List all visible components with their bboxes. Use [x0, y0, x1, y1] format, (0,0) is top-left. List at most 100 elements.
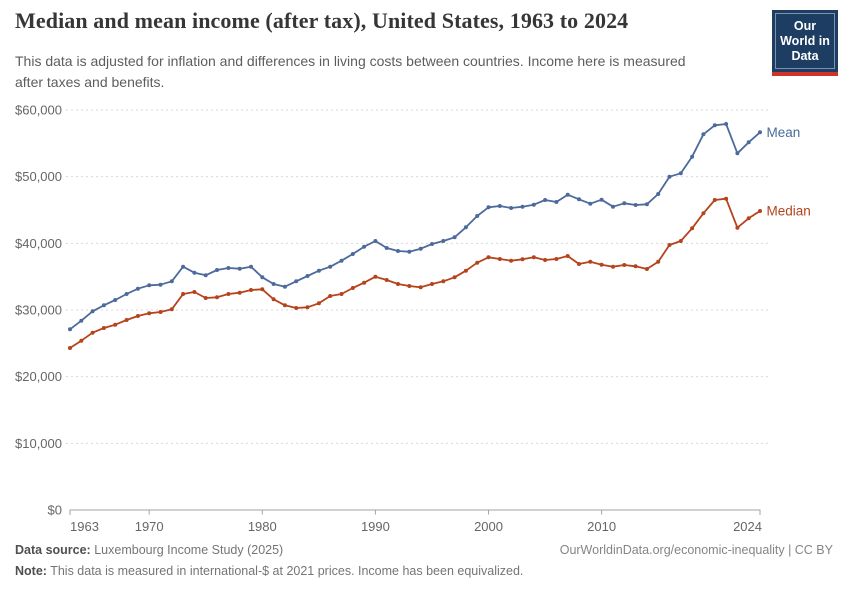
mean-point — [611, 204, 615, 209]
median-point — [599, 262, 604, 267]
median-point — [260, 287, 265, 292]
median-point — [418, 285, 423, 290]
median-series-label[interactable]: Median — [767, 204, 811, 219]
mean-point — [113, 298, 118, 302]
y-axis-tick-label: $0 — [48, 503, 62, 518]
median-point — [328, 294, 333, 298]
mean-point — [192, 270, 197, 275]
median-point — [633, 264, 638, 269]
median-point — [588, 259, 593, 264]
median-point — [135, 314, 140, 318]
median-point — [294, 306, 299, 310]
median-point — [271, 297, 276, 302]
median-point — [611, 264, 615, 269]
median-point — [407, 284, 412, 288]
mean-point — [147, 283, 152, 288]
y-axis-tick-label: $10,000 — [15, 436, 62, 451]
mean-point — [68, 327, 72, 332]
median-point — [68, 346, 72, 350]
mean-point — [362, 244, 367, 249]
mean-point — [215, 268, 219, 272]
median-point — [316, 301, 321, 306]
median-point — [101, 326, 106, 330]
median-point — [373, 274, 378, 279]
mean-point — [249, 264, 253, 269]
mean-point — [90, 309, 95, 314]
median-point — [203, 296, 208, 300]
mean-point — [497, 204, 502, 208]
mean-point — [350, 252, 355, 256]
x-axis-tick-label: 2024 — [733, 519, 762, 534]
citation-link[interactable]: OurWorldinData.org/economic-inequality |… — [559, 543, 833, 557]
mean-point — [260, 275, 265, 280]
median-point — [531, 255, 536, 260]
median-point — [282, 303, 287, 308]
median-point — [758, 209, 762, 213]
median-point — [463, 268, 468, 273]
median-point — [396, 282, 400, 286]
median-point — [90, 330, 95, 335]
y-axis-tick-label: $50,000 — [15, 169, 62, 184]
mean-point — [181, 264, 186, 269]
median-point — [565, 254, 570, 258]
median-point — [543, 258, 548, 262]
mean-point — [622, 201, 627, 206]
median-point — [237, 290, 242, 295]
mean-series-label[interactable]: Mean — [767, 125, 801, 140]
mean-point — [124, 292, 129, 296]
mean-point — [316, 268, 321, 273]
mean-point — [678, 171, 683, 176]
median-point — [339, 292, 344, 296]
mean-point — [509, 206, 514, 210]
median-point — [746, 216, 751, 221]
x-axis-line — [69, 509, 761, 515]
mean-line[interactable] — [69, 123, 761, 331]
mean-point — [203, 273, 208, 278]
mean-point — [226, 266, 231, 270]
mean-point — [282, 284, 287, 289]
mean-point — [101, 303, 106, 308]
mean-point — [396, 249, 400, 253]
mean-point — [169, 279, 174, 284]
median-point — [509, 258, 514, 263]
x-axis-tick-label: 1990 — [361, 519, 390, 534]
median-point — [724, 196, 729, 201]
median-line[interactable] — [69, 197, 761, 349]
mean-point — [328, 264, 333, 269]
median-point — [712, 198, 717, 202]
median-point — [79, 338, 84, 343]
median-point — [124, 318, 129, 322]
chart-subtitle: This data is adjusted for inflation and … — [15, 51, 686, 92]
mean-point — [565, 192, 570, 197]
mean-point — [633, 203, 638, 207]
mean-point — [384, 246, 389, 250]
median-point — [192, 290, 197, 294]
mean-point — [701, 132, 706, 137]
median-point — [644, 267, 649, 271]
owid-logo-line2: in Data — [791, 33, 830, 63]
median-point — [656, 259, 661, 264]
median-point — [667, 243, 672, 247]
median-point — [181, 292, 186, 296]
median-point — [169, 307, 174, 312]
chart-subtitle-line2: after taxes and benefits. — [15, 73, 165, 90]
mean-point — [441, 239, 446, 243]
mean-point — [577, 197, 581, 202]
median-point — [226, 292, 231, 296]
mean-point — [294, 279, 299, 284]
owid-logo[interactable]: Our World in Data — [772, 10, 838, 77]
median-point — [475, 260, 480, 265]
owid-logo-text: Our World in Data — [775, 13, 835, 70]
median-point — [305, 305, 310, 310]
x-axis-tick-label: 1970 — [135, 519, 164, 534]
median-point — [554, 257, 559, 261]
median-point — [452, 275, 457, 280]
y-axis-tick-label: $60,000 — [15, 103, 62, 118]
median-point — [350, 286, 355, 290]
mean-point — [554, 200, 559, 204]
page-title: Median and mean income (after tax), Unit… — [15, 8, 629, 33]
median-point — [430, 282, 434, 286]
mean-point — [430, 242, 434, 246]
y-axis-tick-label: $30,000 — [15, 303, 62, 318]
